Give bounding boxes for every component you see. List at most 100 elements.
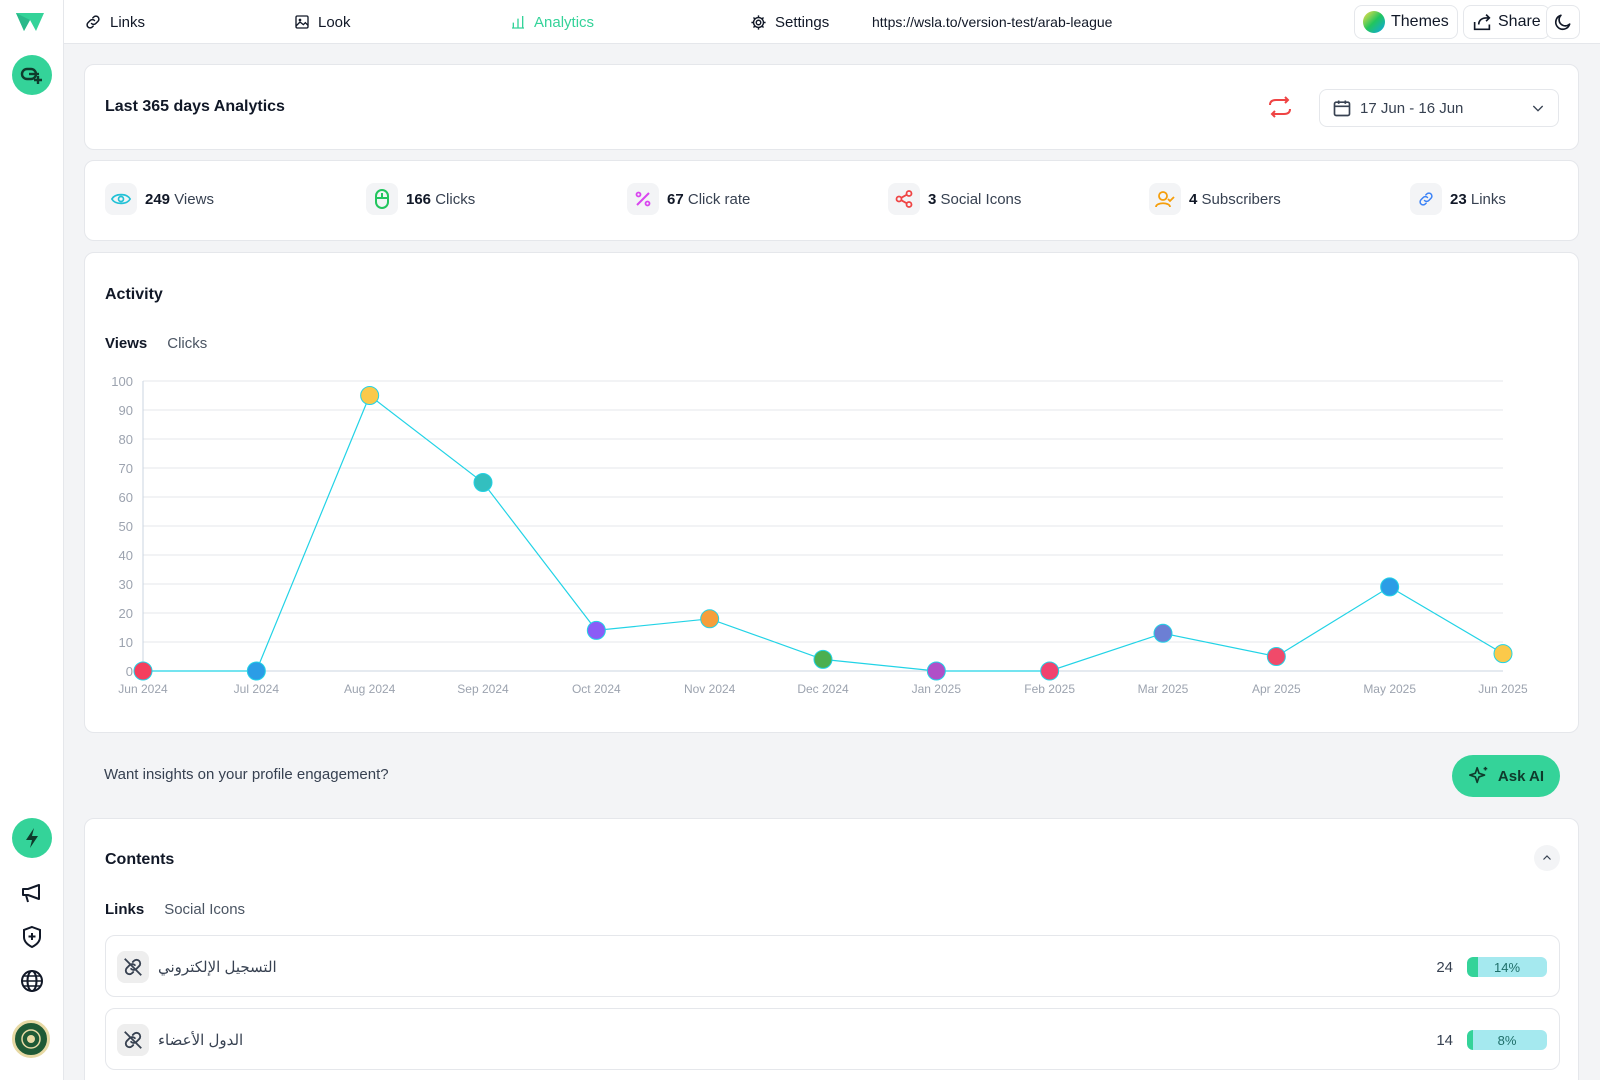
tab-settings[interactable]: Settings xyxy=(750,0,829,44)
collapse-button[interactable] xyxy=(1534,845,1560,871)
logo-icon[interactable] xyxy=(14,10,50,38)
globe-icon[interactable] xyxy=(18,967,46,995)
megaphone-icon[interactable] xyxy=(18,879,46,907)
bar-chart-icon xyxy=(512,16,524,29)
data-point xyxy=(700,609,720,629)
percent-icon xyxy=(627,183,659,215)
series-line xyxy=(143,394,1504,672)
y-tick-label: 40 xyxy=(119,548,133,563)
stats-card: 249 Views 166 Clicks 67 Click rate 3 Soc… xyxy=(84,160,1579,241)
gear-icon xyxy=(751,14,766,30)
stat-subscribers-value: 4 xyxy=(1189,190,1198,208)
stat-clicks-value: 166 xyxy=(406,190,432,208)
ask-ai-button[interactable]: Ask AI xyxy=(1452,755,1560,797)
activity-chart: 0 10 20 30 40 50 60 70 80 90 100 Jun 2024 Jul 2024 Au… xyxy=(111,374,1528,696)
tab-look[interactable]: Look xyxy=(294,0,351,44)
sidebar xyxy=(0,0,64,1080)
ask-ai-label: Ask AI xyxy=(1497,767,1545,785)
stat-clicks-label: Clicks xyxy=(435,190,476,208)
stat-subscribers-label: Subscribers xyxy=(1201,190,1281,208)
list-item[interactable]: التسجيل الإلكتروني 24 14% xyxy=(105,935,1560,997)
data-point xyxy=(1266,647,1286,666)
link-percent-bar: 14% xyxy=(1467,957,1547,977)
themes-label: Themes xyxy=(1391,13,1449,30)
y-tick-label: 50 xyxy=(119,519,133,534)
mouse-icon xyxy=(366,183,398,215)
link-percent-label: 8% xyxy=(1497,1032,1517,1048)
x-tick-label: Feb 2025 xyxy=(1024,682,1075,696)
link-percent-fill xyxy=(1467,957,1479,977)
date-range-select[interactable]: 17 Jun - 16 Jun xyxy=(1319,89,1559,127)
page-title: Last 365 days Analytics xyxy=(105,98,285,115)
shield-plus-icon[interactable] xyxy=(18,923,46,951)
tab-contents-links[interactable]: Links xyxy=(105,901,145,918)
stat-social-icons: 3 Social Icons xyxy=(888,183,1021,215)
link-title: الدول الأعضاء xyxy=(158,1032,244,1049)
y-tick-label: 80 xyxy=(119,432,133,447)
stat-click-rate: 67 Click rate xyxy=(627,183,750,215)
tab-contents-social-icons[interactable]: Social Icons xyxy=(164,901,246,918)
tab-links[interactable]: Links xyxy=(84,0,145,44)
y-tick-label: 100 xyxy=(111,374,133,389)
x-tick-label: Dec 2024 xyxy=(797,682,849,696)
image-icon xyxy=(295,15,309,29)
stat-links-value: 23 xyxy=(1450,190,1467,208)
user-check-icon xyxy=(1149,183,1181,215)
y-tick-label: 90 xyxy=(119,403,133,418)
x-tick-label: Mar 2025 xyxy=(1138,682,1189,696)
link-percent-fill xyxy=(1467,1030,1474,1050)
link-percent-label: 14% xyxy=(1493,959,1521,975)
link-click-count: 14 xyxy=(1436,1031,1453,1049)
activity-tabs: Views Clicks xyxy=(105,335,207,352)
x-tick-label: Jan 2025 xyxy=(912,682,962,696)
data-point xyxy=(1040,661,1060,681)
chevron-up-icon xyxy=(1543,855,1551,860)
share-icon xyxy=(1473,14,1491,31)
link-plus-icon xyxy=(20,67,42,84)
stat-views: 249 Views xyxy=(105,183,214,215)
avatar[interactable] xyxy=(12,1020,50,1058)
activity-title: Activity xyxy=(105,286,163,303)
tab-clicks[interactable]: Clicks xyxy=(167,335,208,352)
stat-click-rate-value: 67 xyxy=(667,190,684,208)
y-tick-label: 0 xyxy=(126,664,133,679)
link-click-count: 24 xyxy=(1436,958,1453,976)
activity-card: Activity Views Clicks 0 10 20 30 40 50 60 70 80 9… xyxy=(84,252,1579,733)
contents-tabs: Links Social Icons xyxy=(105,901,245,918)
data-point xyxy=(360,386,380,405)
y-tick-label: 70 xyxy=(119,461,133,476)
x-tick-label: Apr 2025 xyxy=(1252,682,1301,696)
tab-analytics-label: Analytics xyxy=(534,13,595,31)
share-button[interactable]: Share xyxy=(1463,5,1550,39)
tab-views[interactable]: Views xyxy=(105,335,148,352)
y-tick-label: 60 xyxy=(119,490,133,505)
stat-social-icons-value: 3 xyxy=(928,190,937,208)
x-tick-label: Sep 2024 xyxy=(457,682,509,696)
list-item[interactable]: الدول الأعضاء 14 8% xyxy=(105,1008,1560,1070)
analytics-header-card: Last 365 days Analytics 17 Jun - 16 Jun xyxy=(84,64,1579,150)
tab-look-label: Look xyxy=(318,13,351,31)
add-link-button[interactable] xyxy=(12,55,52,95)
upgrade-button[interactable] xyxy=(12,818,52,858)
data-point xyxy=(813,649,833,669)
refresh-icon[interactable] xyxy=(1267,95,1293,124)
share-label: Share xyxy=(1498,13,1541,30)
date-range-value: 17 Jun - 16 Jun xyxy=(1360,99,1464,117)
broken-link-icon xyxy=(117,1024,149,1056)
eye-icon xyxy=(105,183,137,215)
dark-mode-toggle[interactable] xyxy=(1546,5,1580,39)
tab-settings-label: Settings xyxy=(775,13,830,31)
lightning-icon xyxy=(26,828,38,848)
data-point xyxy=(1380,577,1400,597)
stat-clicks: 166 Clicks xyxy=(366,183,475,215)
themes-button[interactable]: Themes xyxy=(1354,5,1458,39)
tab-analytics[interactable]: Analytics xyxy=(510,0,594,44)
data-point xyxy=(1493,644,1513,664)
y-tick-label: 20 xyxy=(119,606,133,621)
stat-subscribers: 4 Subscribers xyxy=(1149,183,1281,215)
link-icon xyxy=(86,15,100,29)
link-icon xyxy=(1410,183,1442,215)
x-tick-label: Jun 2024 xyxy=(118,682,168,696)
moon-icon xyxy=(1554,14,1571,31)
profile-url[interactable]: https://wsla.to/version-test/arab-league xyxy=(872,14,1113,30)
